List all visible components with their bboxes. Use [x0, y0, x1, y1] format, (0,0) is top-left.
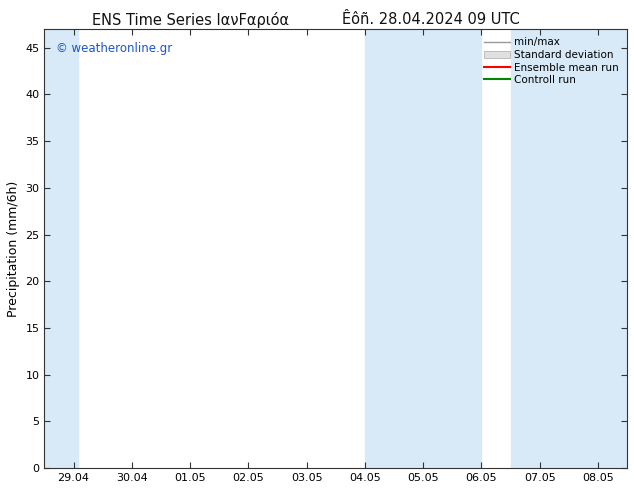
Bar	[365, 29, 481, 468]
Bar	[510, 29, 627, 468]
Text: ENS Time Series ΙανϜαριόα: ENS Time Series ΙανϜαριόα	[92, 12, 288, 28]
Text: © weatheronline.gr: © weatheronline.gr	[56, 42, 172, 55]
Legend: min/max, Standard deviation, Ensemble mean run, Controll run: min/max, Standard deviation, Ensemble me…	[481, 34, 622, 88]
Text: Êôñ. 28.04.2024 09 UTC: Êôñ. 28.04.2024 09 UTC	[342, 12, 520, 27]
Y-axis label: Precipitation (mm/6h): Precipitation (mm/6h)	[7, 180, 20, 317]
Bar	[44, 29, 78, 468]
